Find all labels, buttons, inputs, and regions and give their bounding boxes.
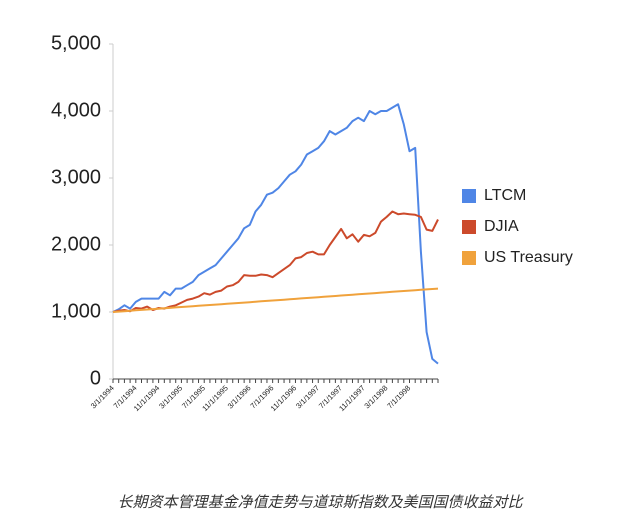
legend-swatch (462, 220, 476, 234)
x-tick-label: 3/1/1998 (362, 383, 389, 410)
series-line (112, 287, 439, 313)
y-tick-label: 3,000 (51, 166, 101, 188)
legend-swatch (462, 189, 476, 203)
x-tick-label: 7/1/1998 (385, 383, 412, 410)
y-tick-label: 2,000 (51, 233, 101, 255)
legend-label: LTCM (484, 187, 526, 204)
x-tick-label: 3/1/1997 (294, 383, 321, 410)
legend-swatch (462, 251, 476, 265)
y-tick-label: 0 (90, 367, 101, 389)
y-tick-label: 4,000 (51, 99, 101, 121)
series-line (112, 210, 439, 313)
series-line (112, 103, 439, 365)
legend-label: US Treasury (484, 249, 573, 266)
y-tick-label: 5,000 (51, 32, 101, 54)
x-tick-label: 3/1/1995 (157, 383, 184, 410)
legend-label: DJIA (484, 218, 519, 235)
x-tick-label: 3/1/1996 (226, 383, 253, 410)
y-tick-label: 1,000 (51, 300, 101, 322)
caption: 长期资本管理基金净值走势与道琼斯指数及美国国债收益对比 (117, 494, 524, 511)
